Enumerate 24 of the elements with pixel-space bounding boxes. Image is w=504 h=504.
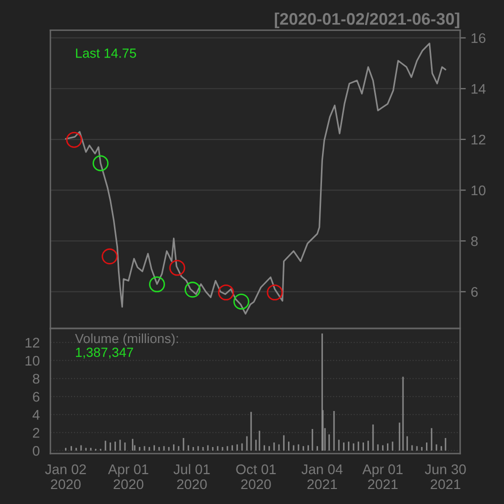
x-tick-label: Oct 01 2020 <box>236 464 276 490</box>
y-tick-label: 4 <box>32 410 40 420</box>
annotation: Last 14.75 <box>76 48 136 58</box>
y-tick-label: 12 <box>472 134 486 144</box>
y-tick-label: 6 <box>32 392 40 402</box>
x-tick-label: Jul 01 2020 <box>174 464 210 490</box>
chart-title: [2020-01-02/2021-06-30] <box>274 12 460 28</box>
y-tick-label: 10 <box>26 356 40 366</box>
annotation: 1,387,347 <box>76 348 134 359</box>
x-tick-label: Jan 04 2021 <box>302 464 343 490</box>
y-tick-label: 0 <box>32 446 40 456</box>
y-tick-label: 8 <box>32 374 40 384</box>
x-tick-label: Apr 01 2020 <box>108 464 148 490</box>
annotation: Volume (millions): <box>75 334 178 346</box>
x-tick-label: Apr 01 2021 <box>362 464 403 490</box>
y-tick-label: 6 <box>471 287 478 297</box>
y-tick-label: 8 <box>471 236 478 246</box>
y-tick-label: 2 <box>32 428 40 438</box>
y-tick-label: 14 <box>472 84 486 94</box>
y-tick-label: 12 <box>26 338 40 348</box>
y-tick-label: 10 <box>472 185 486 196</box>
x-tick-label: Jan 02 2020 <box>45 464 86 490</box>
y-tick-label: 16 <box>472 33 486 44</box>
x-tick-label: Jun 30 2021 <box>424 464 466 490</box>
